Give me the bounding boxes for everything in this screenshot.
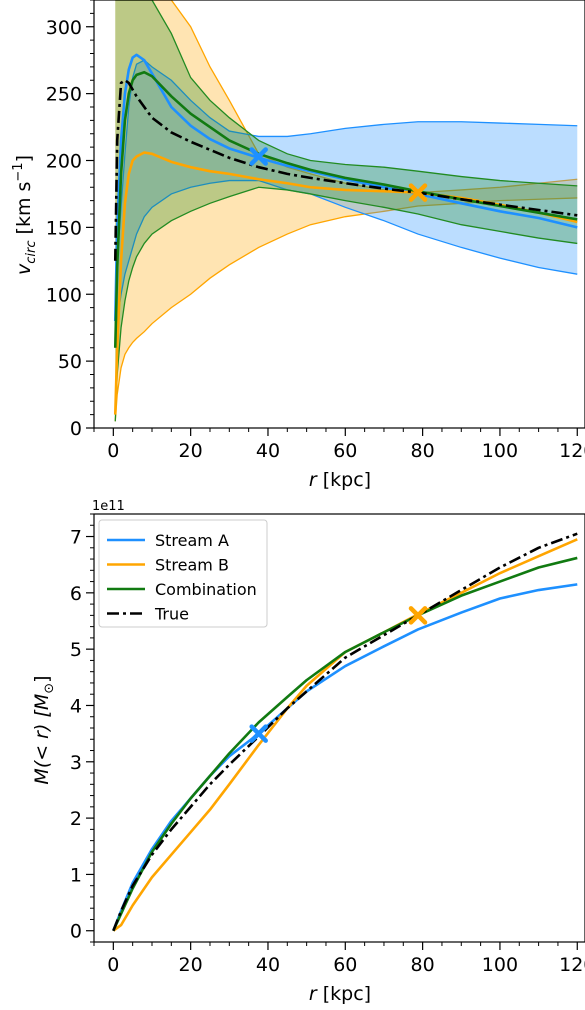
x-tick-label: 120	[559, 440, 585, 462]
velocity-plot-area	[113, 0, 578, 422]
x-tick-label: 60	[333, 954, 357, 976]
x-tick-label: 120	[559, 954, 585, 976]
y-tick-label: 0	[70, 921, 82, 943]
legend-label-stream-b: Stream B	[155, 556, 229, 575]
stream-b-lower-edge	[114, 197, 578, 422]
legend: Stream A Stream B Combination True	[98, 519, 268, 628]
x-tick-label: 80	[411, 440, 435, 462]
mass-x-axis-label: r [kpc]	[309, 983, 371, 1005]
combination-lower-edge	[114, 186, 578, 422]
x-tick-label: 20	[179, 440, 203, 462]
y-tick-label: 5	[70, 639, 82, 661]
x-tick-label: 40	[256, 954, 280, 976]
velocity-y-axis-label: vcirc [km s−1]	[11, 155, 39, 275]
velocity-x-axis-label: r [kpc]	[309, 469, 371, 491]
stream-a-line	[113, 53, 578, 322]
x-tick-label: 40	[256, 440, 280, 462]
x-tick-label: 60	[333, 440, 357, 462]
y-tick-label: 50	[58, 351, 82, 373]
velocity-panel: 0 20 40 60 80 100 120 0 50 100 150 200 250 300 r [kpc…	[11, 0, 585, 491]
y-tick-label: 1	[70, 864, 82, 886]
stream-a-band	[115, 60, 578, 348]
combination-band	[115, 0, 578, 422]
y-tick-label: 7	[70, 527, 82, 549]
x-tick-label: 20	[179, 954, 203, 976]
legend-label-stream-a: Stream A	[155, 531, 229, 550]
true-line	[113, 78, 578, 261]
stream-b-band	[115, 0, 578, 422]
mass-axes: 0 20 40 60 80 100 120 0 1 2 3 4 5 6 7	[70, 513, 585, 976]
stream-a-marker	[249, 147, 268, 166]
x-tick-label: 100	[482, 440, 518, 462]
y-tick-label: 4	[70, 695, 82, 717]
x-tick-label: 0	[107, 440, 119, 462]
stream-b-marker	[408, 606, 428, 625]
x-tick-label: 80	[411, 954, 435, 976]
combination-line	[112, 556, 578, 932]
y-tick-label: 250	[46, 84, 82, 106]
x-tick-label: 100	[482, 954, 518, 976]
y-tick-label: 300	[46, 17, 82, 39]
stream-b-marker	[408, 183, 428, 202]
y-tick-label: 2	[70, 808, 82, 830]
mass-y-axis-label: M(< r) [M⊙]	[31, 675, 57, 784]
y-tick-label: 0	[70, 418, 82, 440]
mass-offset-label: 1e11	[92, 499, 125, 514]
true-line	[112, 532, 578, 932]
stream-b-upper-edge	[115, 0, 578, 194]
combination-upper-edge	[115, 0, 578, 187]
stream-a-upper-edge	[114, 59, 578, 328]
stream-a-marker	[249, 724, 268, 743]
y-tick-label: 6	[70, 583, 82, 605]
velocity-axes: 0 20 40 60 80 100 120 0 50 100 150 200 250 300	[46, 0, 585, 462]
stream-a-lower-edge	[114, 179, 578, 348]
y-tick-label: 150	[46, 217, 82, 239]
mass-panel: 0 20 40 60 80 100 120 0 1 2 3 4 5 6 7 1e11 r [kpc] M(<…	[31, 499, 585, 1005]
stream-a-line	[112, 583, 578, 932]
y-tick-label: 200	[46, 151, 82, 173]
legend-label-true: True	[154, 605, 189, 624]
legend-box	[98, 519, 268, 628]
mass-plot-area	[112, 532, 578, 932]
legend-label-combination: Combination	[155, 580, 257, 599]
y-tick-label: 100	[46, 284, 82, 306]
y-tick-label: 3	[70, 752, 82, 774]
stream-b-line	[112, 538, 578, 932]
x-tick-label: 0	[107, 954, 119, 976]
